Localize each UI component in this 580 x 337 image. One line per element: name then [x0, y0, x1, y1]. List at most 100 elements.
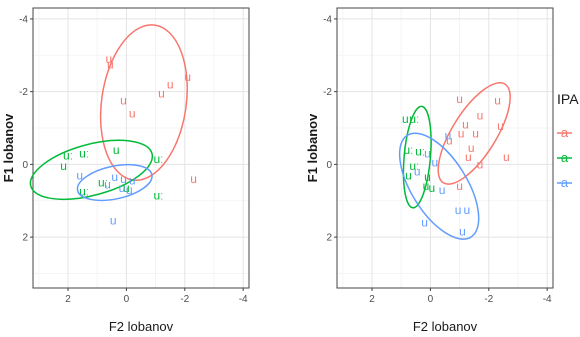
vowel-point-label: uː: [98, 176, 108, 190]
confidence-ellipse: [76, 163, 153, 202]
vowel-point-label: u: [472, 126, 479, 140]
y-tick-label: 2: [326, 233, 332, 244]
x-tick-label: -4: [543, 294, 552, 305]
vowel-point-label: u: [423, 179, 430, 193]
vowel-point-label: u: [111, 170, 118, 184]
vowel-point-label: u: [445, 128, 452, 142]
confidence-ellipse: [402, 105, 432, 209]
vowel-point-label: u: [456, 179, 463, 193]
vowel-point-label: uː: [409, 112, 419, 126]
vowel-point-label: u: [459, 225, 466, 239]
y-tick-label: 2: [22, 233, 28, 244]
vowel-point-label: u: [468, 141, 475, 155]
x-tick-label: -2: [180, 294, 189, 305]
confidence-ellipse: [99, 24, 188, 181]
legend-key-label: a: [561, 125, 569, 140]
y-tick-label: -2: [323, 87, 332, 98]
legend-items: aaa: [557, 125, 572, 190]
y-tick-label: 0: [326, 160, 332, 171]
vowel-point-label: uː: [79, 146, 89, 160]
y-tick-label: -4: [323, 14, 332, 25]
legend-key-label: a: [561, 150, 569, 165]
vowel-point-label: u: [119, 181, 126, 195]
y-axis-title: F1 lobanov: [1, 113, 16, 182]
vowel-point-label: uː: [402, 112, 412, 126]
legend-key-label: a: [561, 175, 569, 190]
vowel-point-label: u: [106, 52, 113, 66]
confidence-ellipse: [29, 139, 154, 201]
y-axis-title: F1 lobanov: [305, 113, 320, 182]
vowel-point-label: uː: [79, 185, 89, 199]
vowel-point-label: uː: [415, 145, 425, 159]
x-axis-title: F2 lobanov: [413, 319, 478, 334]
confidence-ellipse: [398, 132, 480, 240]
legend-item: a: [557, 125, 572, 140]
legend-item: a: [557, 150, 572, 165]
legend-item: a: [557, 175, 572, 190]
vowel-point-label: u: [424, 170, 431, 184]
vowel-point-label: u: [446, 134, 453, 148]
vowel-point-label: u: [456, 92, 463, 106]
x-tick-label: 0: [124, 294, 130, 305]
vowel-point-label: u: [123, 181, 130, 195]
vowel-point-label: u: [113, 143, 120, 157]
vowel-point-label: u: [184, 70, 191, 84]
legend-title: IPA: [557, 91, 579, 107]
x-tick-label: -2: [484, 294, 493, 305]
vowel-point-label: uː: [154, 152, 164, 166]
vowel-point-label: uː: [154, 188, 164, 202]
x-tick-label: 2: [369, 294, 375, 305]
vowel-point-label: u: [497, 119, 504, 133]
vowel-point-label: u: [120, 172, 127, 186]
vowel-point-label: u: [421, 216, 428, 230]
vowel-point-label: u: [424, 146, 431, 160]
vowel-point-label: u: [104, 177, 111, 191]
legend: IPA aaa: [557, 91, 579, 190]
vowel-point-label: u: [110, 214, 117, 228]
vowel-point-label: u: [477, 157, 484, 171]
vowel-point-label: u: [494, 94, 501, 108]
vowel-point-label: u: [126, 183, 133, 197]
vowel-point-label: u: [429, 181, 436, 195]
vowel-point-label: u: [431, 156, 438, 170]
vowel-point-label: u: [503, 150, 510, 164]
vowel-point-label: u: [405, 168, 412, 182]
vowel-point-label: u: [464, 203, 471, 217]
x-axis-title: F2 lobanov: [109, 319, 174, 334]
vowel-point-label: u: [120, 94, 127, 108]
vowel-point-label: u: [462, 117, 469, 131]
vowel-point-label: u: [439, 183, 446, 197]
y-tick-label: -4: [19, 14, 28, 25]
vowel-point-label: u: [129, 174, 136, 188]
vowel-point-label: u: [458, 126, 465, 140]
x-tick-label: 0: [428, 294, 434, 305]
panel-border: [336, 7, 554, 289]
confidence-ellipse: [437, 82, 511, 185]
vowel-point-label: u: [107, 57, 114, 71]
vowel-point-label: u: [190, 172, 197, 186]
vowel-point-label: uː: [63, 148, 73, 162]
vowel-point-label: u: [158, 86, 165, 100]
x-tick-label: -4: [239, 294, 248, 305]
vowel-point-label: uː: [404, 143, 414, 157]
vowel-point-label: u: [465, 150, 472, 164]
y-tick-label: 0: [22, 160, 28, 171]
vowel-point-label: u: [76, 168, 83, 182]
vowel-point-label: u: [129, 106, 136, 120]
y-tick-label: -2: [19, 87, 28, 98]
vowel-point-label: uː: [409, 159, 419, 173]
vowel-point-label: u: [414, 165, 421, 179]
x-tick-label: 2: [65, 294, 71, 305]
vowel-point-label: u: [455, 203, 462, 217]
vowel-point-label: u: [477, 108, 484, 122]
vowel-point-label: u: [167, 77, 174, 91]
